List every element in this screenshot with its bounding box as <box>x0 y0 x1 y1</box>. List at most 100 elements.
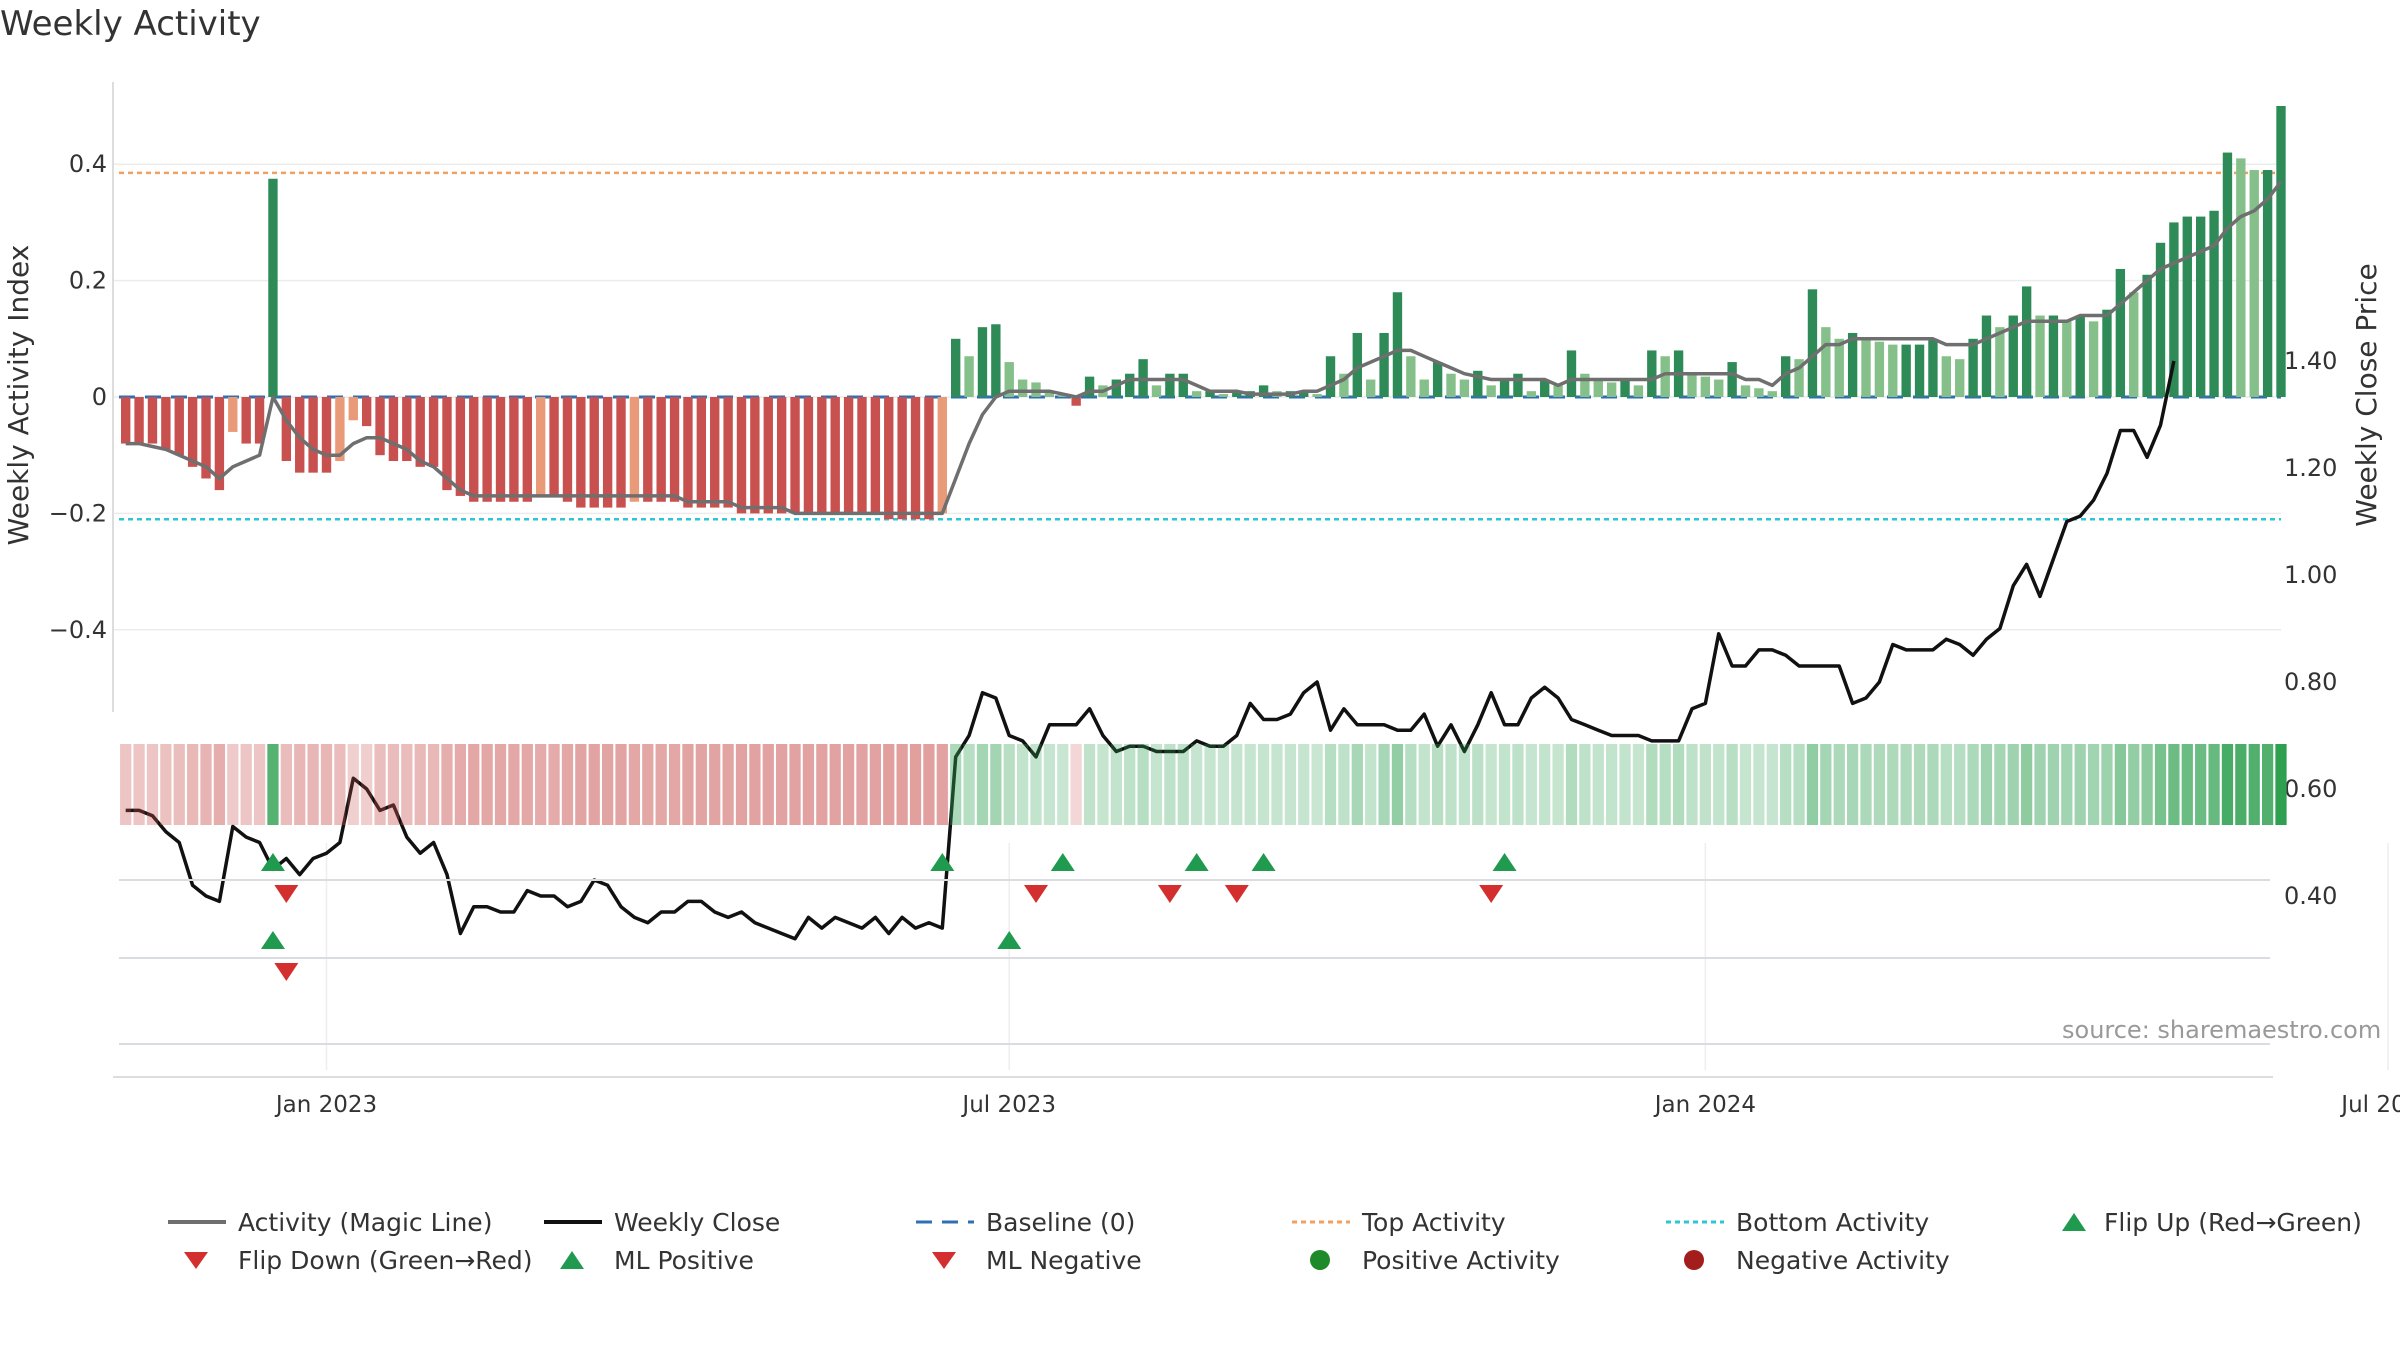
heat-strip-cell <box>1726 744 1738 825</box>
heat-strip-cell <box>1753 744 1765 825</box>
heat-strip-cell <box>1967 744 1979 825</box>
heat-strip-cell <box>1780 744 1792 825</box>
flip-down-marker <box>1224 885 1249 903</box>
activity-bar <box>723 397 733 508</box>
heat-strip-cell <box>668 744 681 825</box>
activity-bar <box>1178 373 1188 397</box>
activity-bar <box>964 356 974 397</box>
heat-strip-cell <box>2061 744 2073 825</box>
chart-title: Weekly Activity <box>0 4 261 44</box>
series-lines <box>125 180 2283 941</box>
activity-bar <box>2276 106 2286 397</box>
heat-strip-cell <box>1887 744 1899 825</box>
heat-strip-cell <box>1110 744 1122 825</box>
dotted-line-swatch-icon <box>1666 1220 1724 1224</box>
heat-strip-cell <box>1016 744 1029 825</box>
activity-bar <box>402 397 412 462</box>
heat-strip-cell <box>2007 744 2019 825</box>
heat-strip-cell <box>1686 744 1698 825</box>
activity-bars <box>121 106 2286 520</box>
activity-bar <box>2155 242 2166 397</box>
activity-bar <box>910 397 921 520</box>
heat-strip-cell <box>294 744 306 825</box>
y-axis-title-left: Weekly Activity Index <box>2 245 35 546</box>
activity-bar <box>2209 210 2219 397</box>
activity-bar <box>1446 373 1456 397</box>
activity-bar <box>776 397 787 514</box>
activity-bar <box>2008 315 2018 397</box>
heat-strip-cell <box>2101 744 2113 825</box>
legend: Activity (Magic Line) Weekly Close Basel… <box>0 1204 2400 1294</box>
legend-label: Positive Activity <box>1362 1245 1560 1275</box>
activity-bar <box>1165 373 1175 397</box>
heat-strip-cell <box>1003 744 1015 825</box>
legend-item-ml-positive: ML Positive <box>552 1242 754 1278</box>
activity-bar <box>1540 379 1550 397</box>
activity-bar <box>1526 391 1537 397</box>
heat-strip-cell <box>1927 744 1939 825</box>
heat-strip-cell <box>1405 744 1417 825</box>
legend-item-flip-up: Flip Up (Red→Green) <box>2054 1204 2362 1240</box>
flip-up-marker <box>1184 853 1209 871</box>
flip-up-marker <box>1492 853 1517 871</box>
heat-strip-cell <box>521 744 533 825</box>
heat-strip-cell <box>1793 744 1805 825</box>
activity-bar <box>1004 362 1014 397</box>
heat-strip-cell <box>2114 744 2126 825</box>
activity-bar <box>1847 332 1858 397</box>
x-tick-label: Jul 2024 <box>2339 1092 2400 1118</box>
activity-bar <box>1834 338 1844 397</box>
triangle-down-icon <box>184 1252 208 1269</box>
heat-strip-cell <box>454 744 466 825</box>
activity-bar <box>1888 344 1898 397</box>
heat-strip-cell <box>722 744 734 825</box>
activity-bar <box>121 397 131 444</box>
ml-positive-marker <box>260 931 285 949</box>
heat-strip-cell <box>414 744 426 825</box>
heat-strip-cell <box>1632 744 1645 825</box>
ml-negative-marker <box>274 963 299 981</box>
activity-bar <box>1191 391 1202 397</box>
y-tick-label-right: 0.80 <box>2284 668 2337 696</box>
activity-bar <box>361 397 372 427</box>
x-tick-label: Jan 2023 <box>274 1092 377 1118</box>
heat-strip-cell <box>1713 744 1725 825</box>
heat-strip-cell <box>1980 744 1993 825</box>
heat-strip-cell <box>1672 744 1685 825</box>
activity-bar <box>2062 321 2072 397</box>
flip-down-marker <box>1157 885 1182 903</box>
activity-bar <box>495 397 506 502</box>
heat-strip-cell <box>816 744 828 825</box>
activity-bar <box>469 397 479 502</box>
legend-item-baseline: Baseline (0) <box>914 1204 1135 1240</box>
line-swatch-icon <box>544 1220 602 1224</box>
activity-bar <box>388 397 399 462</box>
activity-bar <box>1499 379 1510 397</box>
heat-strip-cell <box>146 744 159 825</box>
activity-bar <box>1432 362 1443 397</box>
heat-strip-cell <box>1525 744 1537 825</box>
activity-bar <box>2075 315 2085 397</box>
activity-bar <box>1392 292 1403 397</box>
activity-bar <box>1419 379 1429 397</box>
legend-label: ML Positive <box>614 1245 754 1275</box>
activity-bar <box>710 397 720 508</box>
activity-bar <box>1767 391 1777 397</box>
activity-bar <box>977 327 988 397</box>
activity-bar <box>1084 376 1095 397</box>
legend-label: Baseline (0) <box>986 1207 1136 1237</box>
activity-bar <box>1312 394 1322 397</box>
heat-strip-cell <box>1873 744 1886 825</box>
activity-bar <box>1633 385 1644 397</box>
flip-markers <box>119 853 2270 1045</box>
gridlines <box>113 163 2389 1070</box>
heat-strip-cell <box>427 744 440 825</box>
activity-bar <box>1486 385 1496 397</box>
heat-strip-cell <box>548 744 560 825</box>
activity-bar <box>1513 373 1523 397</box>
heat-strip-cell <box>1619 744 1631 825</box>
legend-item-magic-line: Activity (Magic Line) <box>166 1204 492 1240</box>
activity-bar <box>2102 309 2112 397</box>
heat-strip-cell <box>374 744 386 825</box>
activity-bar <box>576 397 586 508</box>
